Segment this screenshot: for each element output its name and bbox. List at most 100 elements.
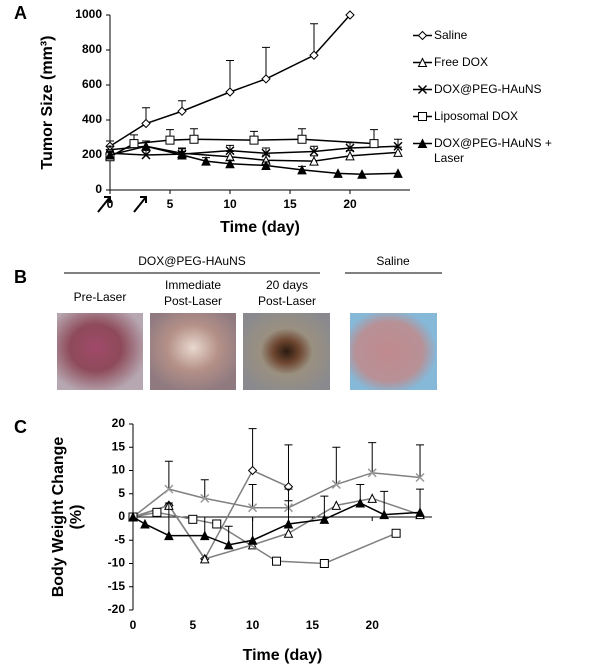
marker	[189, 134, 199, 144]
marker	[164, 484, 174, 494]
marker	[415, 507, 425, 517]
marker	[418, 112, 427, 121]
error-bar	[248, 428, 257, 471]
y-axis-title: (%)	[68, 505, 85, 530]
photo-caption: Post-Laser	[258, 294, 316, 308]
legend-entry: Liposomal DOX	[412, 109, 572, 124]
marker	[177, 149, 187, 160]
marker	[417, 30, 428, 41]
x-tick-label: 15	[283, 197, 297, 211]
marker	[309, 156, 319, 166]
panel-label: C	[14, 417, 27, 437]
y-tick-label: 10	[112, 463, 126, 477]
legend-entry: Saline	[412, 28, 572, 43]
error-bar	[200, 479, 209, 499]
series-line	[109, 145, 399, 156]
marker	[345, 143, 355, 153]
marker	[369, 139, 379, 149]
y-tick-label: -20	[108, 602, 126, 616]
legend-swatch	[413, 138, 432, 148]
photo	[243, 313, 330, 390]
y-tick-label: 0	[95, 182, 102, 196]
marker	[128, 511, 138, 522]
marker	[225, 158, 235, 169]
legend-label: DOX@PEG-HAuNS	[434, 82, 542, 96]
marker	[391, 528, 401, 538]
panel-label: B	[14, 267, 27, 287]
marker	[417, 84, 428, 95]
y-axis-title: Body Weight Change	[50, 437, 67, 598]
y-tick-label: -5	[114, 532, 125, 546]
marker	[417, 138, 428, 148]
series-line	[132, 472, 421, 518]
marker	[355, 497, 366, 508]
marker	[319, 514, 330, 524]
marker	[248, 503, 258, 513]
marker	[333, 168, 343, 178]
error-bar	[284, 444, 293, 487]
marker	[319, 559, 329, 568]
y-tick-label: 20	[112, 416, 126, 430]
legend-label: Free DOX	[434, 55, 489, 69]
y-tick-label: -10	[108, 556, 126, 570]
series	[128, 428, 294, 564]
error-bar	[310, 23, 318, 56]
marker	[141, 150, 151, 160]
marker	[225, 87, 235, 97]
marker	[367, 468, 377, 478]
photo	[57, 313, 143, 390]
marker	[283, 518, 294, 529]
series-line	[132, 502, 421, 546]
marker	[141, 141, 151, 151]
marker	[331, 500, 342, 510]
marker	[152, 507, 162, 517]
marker	[249, 135, 259, 145]
marker	[129, 139, 139, 149]
marker	[212, 519, 222, 529]
marker	[261, 160, 271, 170]
marker	[225, 146, 235, 156]
marker	[200, 493, 210, 503]
y-tick-label: -15	[108, 579, 126, 593]
error-bar	[164, 502, 173, 536]
error-bar	[262, 46, 270, 79]
legend-swatch	[413, 112, 432, 121]
marker	[261, 74, 271, 84]
error-bar	[332, 446, 341, 485]
marker	[247, 535, 258, 545]
marker	[297, 164, 307, 175]
marker	[345, 150, 355, 161]
x-tick-label: 20	[366, 618, 380, 632]
marker	[201, 156, 211, 166]
legend-entry: Free DOX	[412, 55, 572, 70]
series	[105, 128, 379, 162]
laser-arrow	[133, 196, 147, 213]
x-tick-label: 0	[107, 197, 114, 211]
marker	[188, 514, 198, 524]
marker	[141, 118, 151, 129]
photo-caption: 20 days	[266, 278, 308, 292]
y-tick-label: 800	[82, 42, 102, 56]
x-tick-label: 0	[130, 618, 137, 632]
marker	[345, 10, 355, 20]
marker	[393, 147, 403, 157]
marker	[393, 168, 403, 178]
x-axis-title: Time (day)	[243, 647, 323, 664]
marker	[164, 530, 174, 541]
marker	[417, 57, 428, 67]
x-tick-label: 10	[223, 197, 237, 211]
marker	[309, 50, 319, 60]
legend-swatch	[413, 57, 432, 67]
legend: Saline Free DOX DOX@PEG-HAuNS Liposomal DOX…	[412, 28, 572, 178]
marker	[223, 539, 234, 550]
series	[105, 140, 403, 179]
legend-label: DOX@PEG-HAuNS + Laser	[434, 136, 552, 165]
y-tick-label: 600	[82, 77, 102, 91]
error-bar	[164, 460, 173, 490]
marker	[297, 134, 307, 144]
marker	[165, 135, 175, 145]
series	[105, 10, 355, 151]
photo-caption: Pre-Laser	[74, 290, 127, 304]
legend-entry: DOX@PEG-HAuNS	[412, 82, 572, 97]
